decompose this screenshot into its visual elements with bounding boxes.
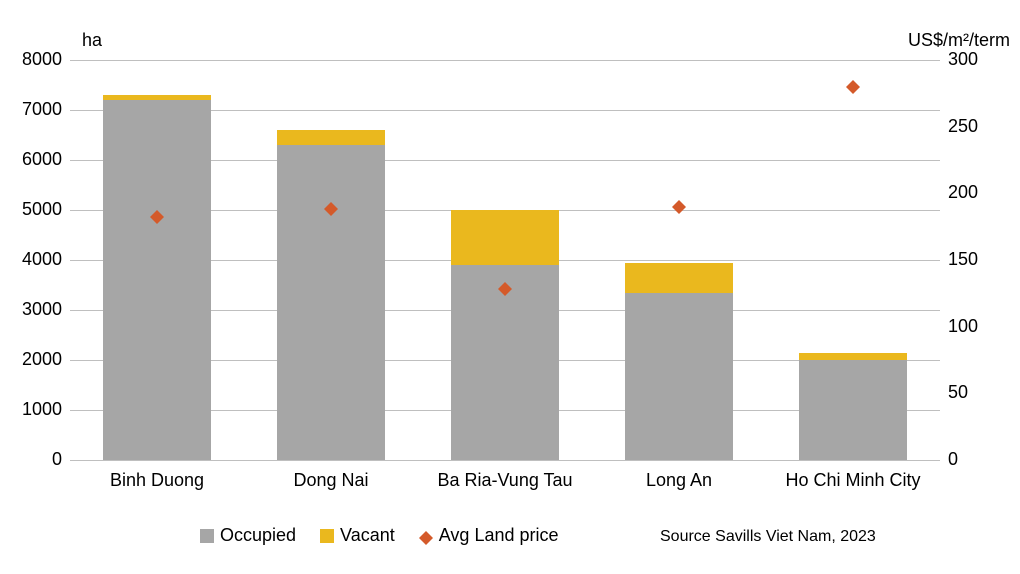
bar-vacant xyxy=(799,353,907,361)
legend-item-vacant: Vacant xyxy=(320,525,395,546)
category-label: Long An xyxy=(646,470,712,491)
y-right-tick: 50 xyxy=(948,382,968,403)
y-right-tick: 250 xyxy=(948,116,978,137)
legend-label: Avg Land price xyxy=(439,525,559,546)
bar-vacant xyxy=(277,130,385,145)
source-text: Source Savills Viet Nam, 2023 xyxy=(660,528,876,546)
bar-vacant xyxy=(625,263,733,293)
y-left-tick: 5000 xyxy=(0,199,62,220)
bar-group xyxy=(277,60,385,460)
y-left-tick: 2000 xyxy=(0,349,62,370)
vacant-swatch xyxy=(320,529,334,543)
bar-occupied xyxy=(625,293,733,461)
bar-occupied xyxy=(277,145,385,460)
y-right-title: US$/m²/term xyxy=(908,30,1010,51)
y-left-tick: 0 xyxy=(0,449,62,470)
gridline xyxy=(70,460,940,461)
y-left-tick: 7000 xyxy=(0,99,62,120)
bar-group xyxy=(799,60,907,460)
bar-vacant xyxy=(451,210,559,265)
plot-area xyxy=(70,60,940,460)
y-left-tick: 4000 xyxy=(0,249,62,270)
legend-item-avg_price: Avg Land price xyxy=(419,525,559,546)
category-label: Ba Ria-Vung Tau xyxy=(437,470,572,491)
bar-occupied xyxy=(799,360,907,460)
y-right-tick: 200 xyxy=(948,182,978,203)
avg_price-icon xyxy=(419,529,433,543)
y-right-tick: 0 xyxy=(948,449,958,470)
y-left-tick: 6000 xyxy=(0,149,62,170)
avg-price-marker xyxy=(846,80,860,94)
legend-label: Vacant xyxy=(340,525,395,546)
avg-price-marker xyxy=(498,282,512,296)
y-left-title: ha xyxy=(82,30,102,51)
y-right-tick: 150 xyxy=(948,249,978,270)
y-left-tick: 3000 xyxy=(0,299,62,320)
avg-price-marker xyxy=(150,210,164,224)
avg-price-marker xyxy=(672,200,686,214)
category-label: Ho Chi Minh City xyxy=(785,470,920,491)
legend: Occupied Vacant Avg Land price xyxy=(200,525,559,546)
bar-occupied xyxy=(103,100,211,460)
category-label: Binh Duong xyxy=(110,470,204,491)
occupied-swatch xyxy=(200,529,214,543)
avg-price-marker xyxy=(324,202,338,216)
bar-vacant xyxy=(103,95,211,100)
legend-label: Occupied xyxy=(220,525,296,546)
bar-group xyxy=(451,60,559,460)
bar-group xyxy=(625,60,733,460)
y-left-tick: 8000 xyxy=(0,49,62,70)
bar-group xyxy=(103,60,211,460)
y-left-tick: 1000 xyxy=(0,399,62,420)
y-right-tick: 300 xyxy=(948,49,978,70)
y-right-tick: 100 xyxy=(948,316,978,337)
category-label: Dong Nai xyxy=(293,470,368,491)
legend-item-occupied: Occupied xyxy=(200,525,296,546)
chart-container: ha US$/m²/term 0100020003000400050006000… xyxy=(0,0,1020,574)
